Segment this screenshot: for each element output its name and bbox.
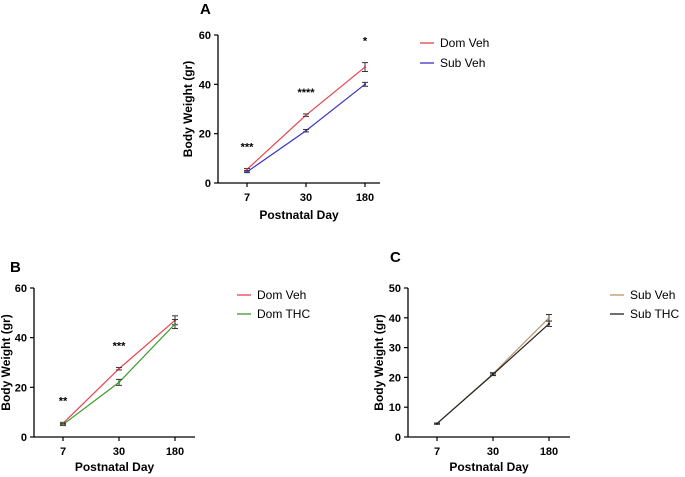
legend-label: Dom Veh <box>440 36 489 50</box>
x-tick-label: 30 <box>487 446 499 458</box>
x-tick-label: 30 <box>113 446 125 458</box>
data-point-dom-thc <box>173 322 177 326</box>
x-tick-label: 7 <box>60 446 66 458</box>
y-tick-label: 20 <box>389 372 401 384</box>
y-tick-label: 0 <box>395 432 401 444</box>
data-point-sub-thc <box>435 422 439 425</box>
y-axis-label: Body Weight (gr) <box>372 314 386 410</box>
chart-panel-a: A 0 20 40 60 7 30 180 Postnatal Day Body Weight (… <box>181 1 489 222</box>
legend-label: Sub THC <box>630 307 679 321</box>
series-line-sub-veh <box>436 317 550 425</box>
x-tick-label: 180 <box>540 446 558 458</box>
x-tick-label: 180 <box>356 192 374 204</box>
data-point-dom-veh <box>304 113 308 117</box>
data-point-dom-veh <box>245 168 249 171</box>
legend-label: Sub Veh <box>440 56 485 70</box>
y-tick-label: 0 <box>205 178 211 190</box>
x-tick-label: 30 <box>300 192 312 204</box>
chart-panel-c: C 0 10 20 30 40 50 7 30 180 Postnatal Day Body Weig… <box>372 249 679 474</box>
chart-panel-b: B 0 20 40 60 7 30 180 Postnatal Day Body Weight (… <box>0 259 310 474</box>
data-point-dom-thc <box>61 423 65 426</box>
data-point-sub-thc <box>491 373 495 376</box>
data-point-dom-veh <box>117 367 121 370</box>
y-tick-label: 30 <box>389 343 401 355</box>
y-tick-label: 40 <box>389 313 401 325</box>
y-tick-label: 60 <box>199 30 211 42</box>
legend-label: Dom Veh <box>257 288 306 302</box>
legend-label: Sub Veh <box>630 288 675 302</box>
panel-letter: A <box>200 1 211 18</box>
data-point-sub-veh <box>363 83 367 86</box>
series-line-dom-thc <box>62 323 176 426</box>
x-axis-label: Postnatal Day <box>259 208 339 222</box>
significance-marker: *** <box>113 340 127 352</box>
y-tick-label: 50 <box>389 283 401 295</box>
panel-letter: B <box>10 259 21 276</box>
data-point-sub-veh <box>245 170 249 174</box>
significance-marker: ** <box>59 395 68 407</box>
significance-marker: * <box>363 36 368 48</box>
y-tick-label: 40 <box>199 79 211 91</box>
significance-marker: **** <box>297 87 315 99</box>
data-point-sub-veh <box>304 129 308 132</box>
x-tick-label: 180 <box>166 446 184 458</box>
x-axis-label: Postnatal Day <box>75 460 155 474</box>
y-tick-label: 40 <box>15 333 27 345</box>
x-tick-label: 7 <box>244 192 250 204</box>
data-point-sub-thc <box>547 322 551 325</box>
panel-letter: C <box>390 249 401 266</box>
data-point-dom-thc <box>117 381 121 384</box>
y-tick-label: 20 <box>199 129 211 141</box>
data-point-sub-veh <box>547 316 551 319</box>
y-tick-label: 60 <box>15 283 27 295</box>
y-tick-label: 10 <box>389 402 401 414</box>
y-tick-label: 20 <box>15 382 27 394</box>
y-tick-label: 0 <box>21 432 27 444</box>
y-axis-label: Body Weight (gr) <box>181 61 195 157</box>
series-line-dom-veh <box>246 66 366 170</box>
x-axis-label: Postnatal Day <box>449 460 529 474</box>
y-axis-label: Body Weight (gr) <box>0 314 13 410</box>
legend-label: Dom THC <box>257 307 310 321</box>
data-point-dom-veh <box>363 65 367 69</box>
x-tick-label: 7 <box>434 446 440 458</box>
significance-marker: *** <box>241 141 255 153</box>
series-line-dom-veh <box>62 319 176 424</box>
